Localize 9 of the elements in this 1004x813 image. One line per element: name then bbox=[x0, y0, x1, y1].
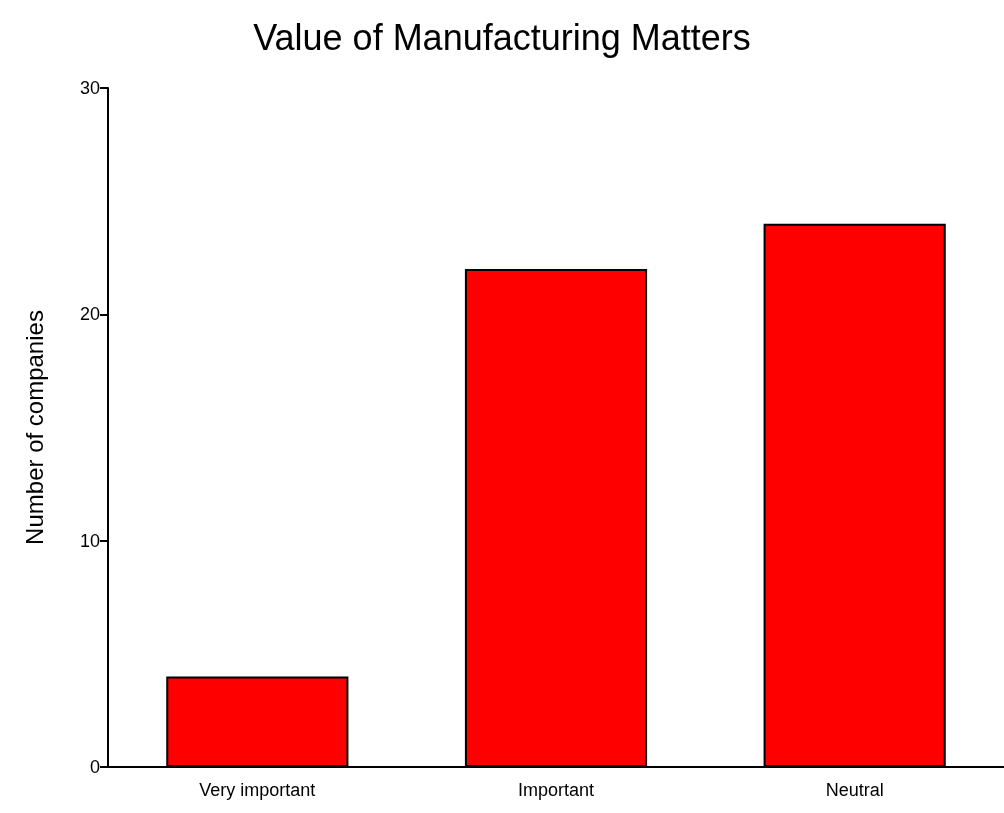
y-tick-label: 0 bbox=[89, 757, 100, 777]
x-tick-label: Very important bbox=[199, 780, 316, 800]
y-tick-label: 20 bbox=[79, 304, 100, 325]
x-tick-label: Important bbox=[517, 780, 595, 800]
chart-title: Value of Manufacturing Matters bbox=[253, 16, 751, 58]
x-tick-label: Neutral bbox=[825, 780, 884, 800]
y-tick-label: 30 bbox=[79, 78, 100, 98]
y-tick-label: 10 bbox=[79, 530, 100, 551]
y-axis-title: Number of companies bbox=[20, 310, 48, 545]
